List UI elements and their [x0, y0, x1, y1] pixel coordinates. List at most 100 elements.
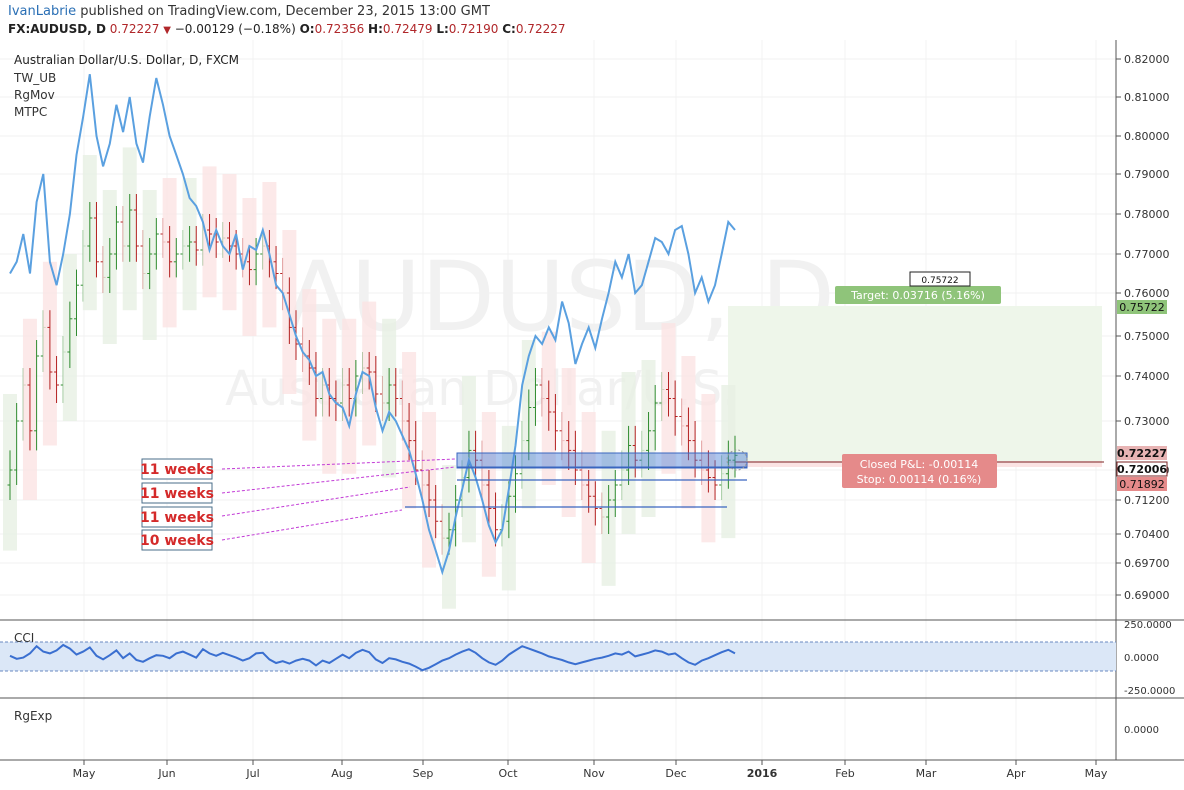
time-tick-label: 2016 [747, 767, 778, 780]
high-label: H: [368, 22, 383, 36]
week-box-3 [141, 506, 213, 528]
publish-line: IvanLabrie published on TradingView.com,… [8, 4, 490, 19]
cci-axis: 250.0000 0.0000 -250.0000 [1124, 620, 1175, 697]
candlestick-series [3, 147, 738, 609]
cci-tick-label: 0.0000 [1124, 653, 1159, 664]
price-tick-label: 0.79000 [1124, 168, 1170, 181]
price-tick-label: 0.80000 [1124, 130, 1170, 143]
price-tick-label: 0.77000 [1124, 248, 1170, 261]
time-tick-label: Apr [1006, 767, 1026, 780]
indicator-mtpc[interactable]: MTPC [14, 105, 48, 119]
low-label: L: [436, 22, 449, 36]
week-label-2[interactable]: 11 weeks [140, 482, 214, 504]
price-tick-label: 0.82000 [1124, 53, 1170, 66]
target-price-badge [1117, 300, 1167, 314]
indicator-tw-ub[interactable]: TW_UB [14, 71, 57, 85]
time-tick-label: Jun [157, 767, 175, 780]
chart-canvas[interactable]: AUDUSD, D Australian Dollar/U.S. Dollar … [0, 40, 1184, 786]
quote-line: FX:AUDUSD, D 0.72227 ▼ −0.00129 (−0.18%)… [8, 22, 565, 36]
cci-tick-label: -250.0000 [1124, 686, 1175, 697]
connector-line [221, 458, 456, 470]
indicator-rgmov[interactable]: RgMov [14, 88, 55, 102]
price-tick-label: 0.73000 [1124, 415, 1170, 428]
time-tick-label: May [1085, 767, 1108, 780]
rgexp-tick-label: 0.0000 [1124, 725, 1159, 736]
change-value: −0.00129 (−0.18%) [174, 22, 296, 36]
chart-area[interactable]: AUDUSD, D Australian Dollar/U.S. Dollar … [0, 40, 1184, 786]
week-label-3[interactable]: 11 weeks [140, 506, 214, 528]
price-tick-label: 0.78000 [1124, 208, 1170, 221]
price-tick-label: 0.71200 [1124, 494, 1170, 507]
price-tick-label: 0.75000 [1124, 330, 1170, 343]
open-label: O: [299, 22, 315, 36]
target-badge [835, 286, 1001, 304]
time-tick-label: Oct [498, 767, 518, 780]
close-value: 0.72227 [515, 22, 566, 36]
week-box-1 [141, 458, 213, 480]
price-tick-label: 0.74000 [1124, 370, 1170, 383]
week-label-1[interactable]: 11 weeks [140, 458, 214, 480]
target-label[interactable]: Target: 0.03716 (5.16%) 0.75722 [835, 271, 1001, 304]
cursor-circle [726, 449, 748, 471]
price-tick-label: 0.70400 [1124, 528, 1170, 541]
time-tick-label: Sep [413, 767, 434, 780]
cci-band [0, 642, 1116, 671]
rgexp-axis: 0.0000 [1124, 725, 1159, 736]
author-link[interactable]: IvanLabrie [8, 4, 77, 19]
stop-price-badge [1117, 477, 1167, 491]
connector-line [221, 509, 403, 541]
symbol-label: FX:AUDUSD, D [8, 22, 106, 36]
target-price-badge-text: 0.75722 [1119, 301, 1165, 314]
price-tick-label: 0.81000 [1124, 91, 1170, 104]
last-price-badge-text: 0.72227 [1117, 447, 1167, 460]
time-tick-label: May [73, 767, 96, 780]
time-tick-label: Nov [583, 767, 605, 780]
target-text: Target: 0.03716 (5.16%) [850, 289, 985, 302]
pnl-text: Closed P&L: -0.00114 [860, 458, 978, 471]
resistance-zone[interactable] [456, 452, 748, 469]
price-axis[interactable]: 0.82000 0.81000 0.80000 0.79000 0.78000 0.770… [1116, 53, 1170, 602]
connector-line [221, 486, 411, 517]
week-label-3-text: 11 weeks [140, 510, 214, 526]
week-label-2-text: 11 weeks [140, 486, 214, 502]
price-tick-label: 0.76000 [1124, 287, 1170, 300]
week-label-4[interactable]: 10 weeks [140, 529, 214, 551]
cci-line-path [9, 643, 736, 672]
price-badges: 0.75722 0.72227 0.72006 0.71892 [1116, 300, 1168, 491]
stop-price-badge-text: 0.71892 [1119, 478, 1165, 491]
low-value: 0.72190 [448, 22, 499, 36]
week-box-4 [141, 529, 213, 551]
price-tick-label: 0.69000 [1124, 589, 1170, 602]
price-tick-label: 0.69700 [1124, 557, 1170, 570]
entry-price-badge [1116, 461, 1168, 477]
pnl-badge [842, 454, 997, 488]
week-label-1-text: 11 weeks [140, 462, 214, 478]
time-axis[interactable]: May Jun Jul Aug Sep Oct Nov Dec 2016 Feb Mar Apr May [73, 760, 1108, 780]
open-value: 0.72356 [314, 22, 365, 36]
down-triangle-icon: ▼ [163, 25, 171, 36]
cci-tick-label: 250.0000 [1124, 620, 1172, 631]
cci-line [9, 643, 736, 672]
published-text: published on TradingView.com, December 2… [80, 4, 490, 19]
last-price: 0.72227 [109, 22, 160, 36]
time-tick-label: Feb [835, 767, 854, 780]
high-value: 0.72479 [382, 22, 433, 36]
last-price-badge [1117, 446, 1167, 460]
time-tick-label: Aug [331, 767, 352, 780]
cci-label[interactable]: CCI [14, 631, 35, 645]
time-tick-label: Mar [916, 767, 937, 780]
connector-line [221, 466, 456, 494]
week-box-2 [141, 482, 213, 504]
week-connectors [221, 458, 456, 541]
blue-line-path [9, 74, 736, 576]
target-zone [728, 306, 1102, 461]
close-label: C: [502, 22, 516, 36]
rgexp-label[interactable]: RgExp [14, 709, 53, 723]
time-tick-label: Dec [665, 767, 686, 780]
stop-text: Stop: 0.00114 (0.16%) [857, 473, 982, 486]
pnl-label[interactable]: Closed P&L: -0.00114 Stop: 0.00114 (0.16… [842, 454, 997, 488]
target-price-box [909, 271, 971, 287]
time-tick-label: Jul [245, 767, 259, 780]
chart-header: IvanLabrie published on TradingView.com,… [0, 0, 1184, 40]
target-price-text: 0.75722 [921, 276, 958, 286]
